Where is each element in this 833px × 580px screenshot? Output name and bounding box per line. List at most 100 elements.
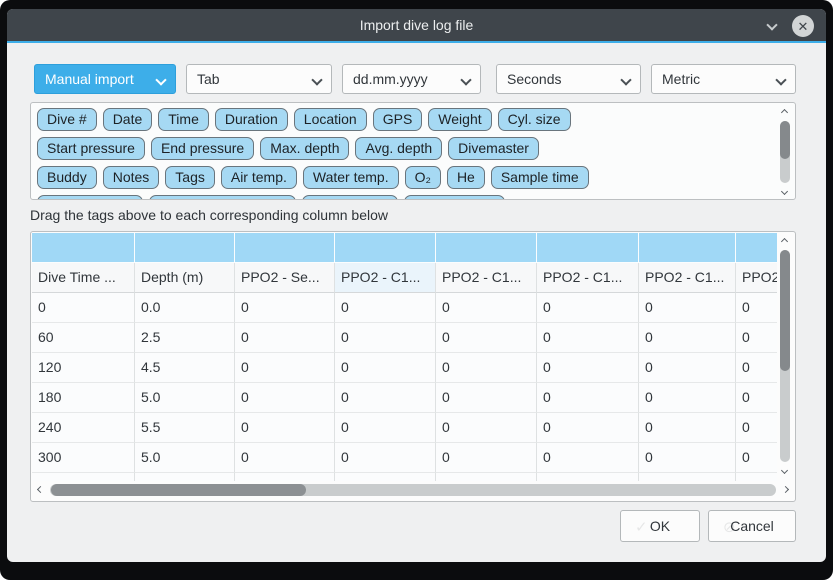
tag[interactable]: Sample pO₂ (302, 195, 398, 199)
close-icon[interactable] (792, 15, 814, 37)
table-vscrollbar[interactable] (778, 237, 792, 475)
table-cell: 0 (235, 293, 335, 323)
tag[interactable]: Sample time (490, 166, 589, 189)
column-header[interactable]: PPO2 - Se... (235, 263, 335, 293)
chevron-up-icon[interactable] (780, 108, 789, 117)
cancel-icon (723, 518, 736, 536)
tag[interactable]: Time (158, 108, 209, 131)
chevron-down-icon[interactable] (780, 187, 789, 196)
tag-row: Buddy Notes Tags Air temp. Water temp. O₂ He Sa… (37, 166, 769, 189)
chevron-left-icon[interactable] (36, 485, 45, 494)
ok-label: OK (649, 518, 671, 534)
column-drop-zone[interactable] (32, 233, 135, 263)
table-cell: 0 (736, 383, 777, 413)
table-cell: 180 (32, 383, 135, 413)
column-header[interactable]: PPO2 - C1... (537, 263, 639, 293)
tag[interactable]: O₂ (404, 166, 441, 189)
column-drop-zone[interactable] (235, 233, 335, 263)
chevron-down-icon[interactable] (780, 466, 789, 475)
table-cell: 0 (335, 413, 436, 443)
table-cell: 0 (235, 443, 335, 473)
column-header[interactable]: Depth (m) (135, 263, 235, 293)
tag[interactable]: Location (293, 108, 367, 131)
table-cell: 0 (639, 353, 736, 383)
column-drop-zone[interactable] (135, 233, 235, 263)
tag[interactable]: Water temp. (302, 166, 399, 189)
column-header[interactable]: PPO2 - C1... (639, 263, 736, 293)
field-separator-dropdown[interactable]: Tab (186, 64, 332, 94)
table-cell (436, 473, 537, 481)
chevron-down-icon[interactable] (766, 16, 778, 34)
scrollbar-thumb[interactable] (780, 250, 790, 371)
scrollbar-track[interactable] (780, 250, 790, 462)
column-drop-zone[interactable] (537, 233, 639, 263)
tag[interactable]: Dive # (37, 108, 97, 131)
check-icon (635, 518, 648, 536)
column-header[interactable]: Dive Time ... (32, 263, 135, 293)
tag[interactable]: He (446, 166, 485, 189)
tag[interactable]: Start pressure (37, 137, 145, 160)
scrollbar-track[interactable] (50, 484, 776, 496)
tag[interactable]: Notes (102, 166, 160, 189)
table-cell: 0 (335, 323, 436, 353)
table-cell: 0 (436, 293, 537, 323)
scrollbar-thumb[interactable] (780, 121, 790, 160)
table-hscrollbar[interactable] (32, 482, 794, 498)
column-header[interactable]: PPO2 - C1... (436, 263, 537, 293)
table-cell: 0 (235, 353, 335, 383)
tag[interactable]: Duration (214, 108, 288, 131)
chevron-down-icon (620, 74, 632, 86)
tag[interactable]: Sample temperature (149, 195, 297, 199)
tag[interactable]: Weight (428, 108, 492, 131)
tag[interactable]: Sample depth (37, 195, 144, 199)
table-cell (335, 473, 436, 481)
titlebar[interactable]: Import dive log file (7, 9, 826, 43)
table-row: 180 5.0 0 0 0 0 0 0 (32, 383, 777, 413)
tag[interactable]: Tags (165, 166, 215, 189)
tag[interactable]: Buddy (37, 166, 97, 189)
duration-format-dropdown[interactable]: Seconds (496, 64, 641, 94)
table-grid: Dive Time ... Depth (m) PPO2 - Se... PPO… (32, 233, 777, 481)
table-row-clipped (32, 473, 777, 481)
date-format-dropdown[interactable]: dd.mm.yyyy (342, 64, 481, 94)
tag[interactable]: End pressure (150, 137, 255, 160)
tag[interactable]: Air temp. (220, 166, 297, 189)
column-drop-zone[interactable] (335, 233, 436, 263)
tag[interactable]: Cyl. size (497, 108, 571, 131)
table-cell: 5.0 (135, 443, 235, 473)
ok-button[interactable]: OK (620, 510, 700, 542)
table-cell: 0 (639, 413, 736, 443)
scrollbar-thumb[interactable] (51, 484, 306, 496)
tag[interactable]: Divemaster (448, 137, 539, 160)
tag[interactable]: Avg. depth (355, 137, 443, 160)
scrollbar-track[interactable] (780, 121, 790, 183)
tag-row: Start pressure End pressure Max. depth Avg.… (37, 137, 769, 160)
import-type-dropdown[interactable]: Manual import (34, 64, 176, 94)
column-header[interactable]: PPO2 - C1... (335, 263, 436, 293)
tag[interactable]: Sample CNS (403, 195, 505, 199)
column-drop-zone[interactable] (436, 233, 537, 263)
chevron-down-icon (460, 74, 472, 86)
tag[interactable]: GPS (372, 108, 423, 131)
table-cell: 0 (436, 413, 537, 443)
table-cell: 0 (537, 413, 639, 443)
chevron-right-icon[interactable] (781, 485, 790, 494)
column-drop-zone[interactable] (736, 233, 777, 263)
units-dropdown[interactable]: Metric (651, 64, 796, 94)
chevron-up-icon[interactable] (780, 237, 789, 246)
dialog-buttons: OK Cancel (620, 510, 796, 542)
table-cell: 0.0 (135, 293, 235, 323)
column-drop-zone[interactable] (639, 233, 736, 263)
table-cell: 0 (335, 443, 436, 473)
table-row: 60 2.5 0 0 0 0 0 0 (32, 323, 777, 353)
column-header[interactable]: PPO2 - C1... (736, 263, 777, 293)
table-cell: 0 (537, 323, 639, 353)
cancel-button[interactable]: Cancel (708, 510, 796, 542)
table-cell: 0 (335, 293, 436, 323)
table-cell: 0 (235, 383, 335, 413)
tag[interactable]: Max. depth (260, 137, 350, 160)
table-cell: 0 (537, 443, 639, 473)
titlebar-controls (766, 9, 814, 43)
tag[interactable]: Date (102, 108, 153, 131)
tags-scrollbar[interactable] (778, 108, 792, 196)
